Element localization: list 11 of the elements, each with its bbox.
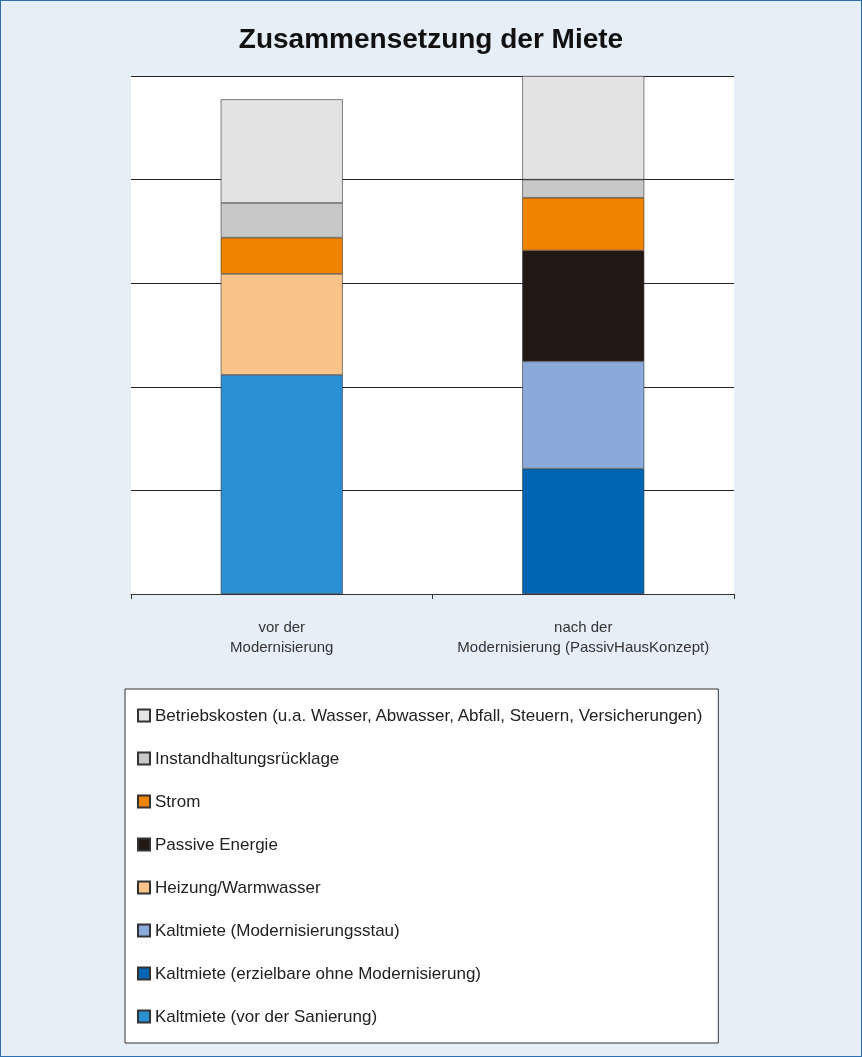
legend-label: Passive Energie xyxy=(155,835,278,854)
legend-label: Betriebskosten (u.a. Wasser, Abwasser, Abfall, Steuern, Versicherungen) xyxy=(155,706,703,725)
x-tick-label: vor der Modernisierung xyxy=(230,617,334,655)
legend-label: Kaltmiete (vor der Sanierung) xyxy=(155,1007,378,1026)
legend-label: Kaltmiete (erzielbare ohne Modernisierung) xyxy=(155,964,481,983)
legend-label: Kaltmiete (Modernisierungsstau) xyxy=(155,921,400,940)
legend-label: Strom xyxy=(155,792,201,811)
chart-title: Zusammensetzung der Miete xyxy=(238,22,624,54)
legend-label: Heizung/Warmwasser xyxy=(155,878,321,897)
legend-label: Instandhaltungsrücklage xyxy=(155,749,340,768)
x-tick-label: nach der Modernisierung (PassivHausKonzept) xyxy=(457,617,710,655)
